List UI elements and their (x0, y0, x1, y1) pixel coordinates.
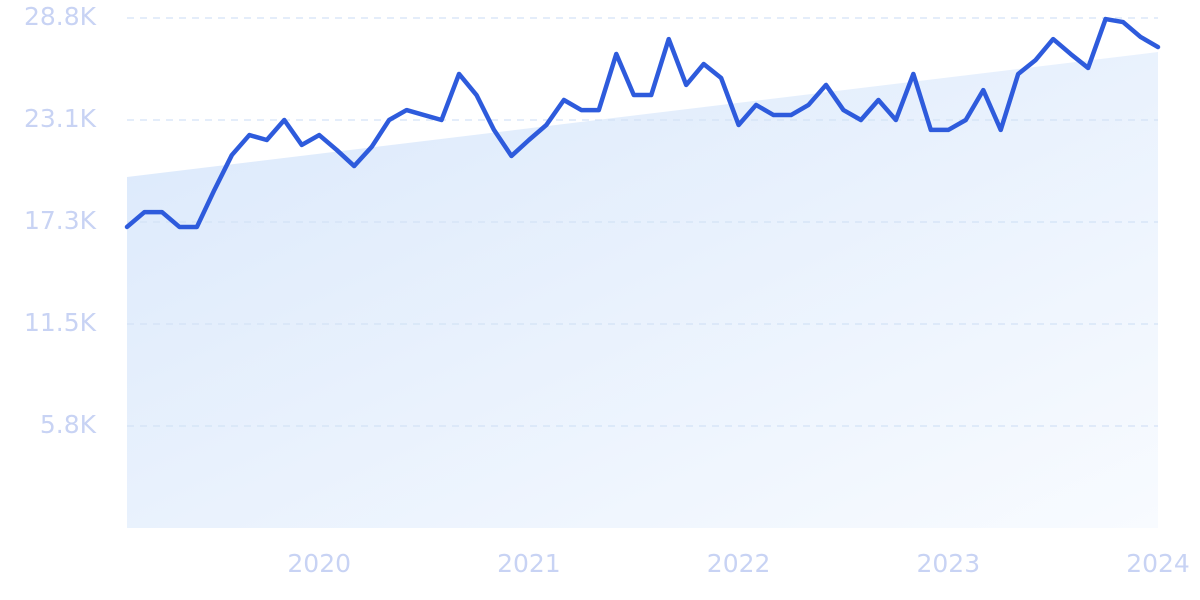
x-tick-label: 2020 (287, 549, 351, 578)
y-tick-label: 28.8K (24, 2, 97, 31)
y-tick-label: 23.1K (24, 104, 97, 133)
trend-area (127, 52, 1158, 528)
y-tick-label: 17.3K (24, 206, 97, 235)
x-tick-label: 2024 (1126, 549, 1190, 578)
x-tick-label: 2021 (497, 549, 561, 578)
y-tick-label: 11.5K (24, 308, 97, 337)
x-tick-label: 2022 (707, 549, 771, 578)
y-tick-label: 5.8K (40, 410, 97, 439)
x-tick-label: 2023 (916, 549, 980, 578)
line (124, 16, 1161, 230)
